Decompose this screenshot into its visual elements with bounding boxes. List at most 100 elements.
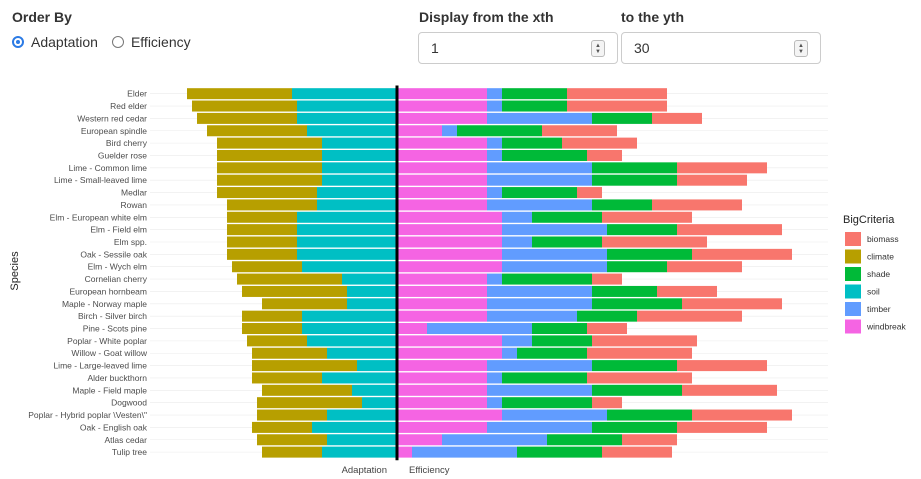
- bar-adaptation-climate: [227, 248, 297, 260]
- bar-efficiency-windbreak: [397, 335, 502, 347]
- species-label: Western red cedar: [77, 113, 147, 123]
- bar-efficiency-shade: [547, 434, 622, 446]
- bar-adaptation-soil: [327, 434, 397, 446]
- species-label: Lime - Small-leaved lime: [54, 175, 147, 185]
- bar-efficiency-timber: [487, 273, 502, 285]
- bar-adaptation-climate: [217, 187, 317, 199]
- bar-efficiency-shade: [592, 298, 682, 310]
- bar-efficiency-biomass: [587, 347, 692, 359]
- bar-efficiency-shade: [502, 372, 587, 384]
- legend-swatch-timber: [845, 302, 861, 316]
- bar-efficiency-biomass: [682, 384, 777, 396]
- radio-unchecked-icon[interactable]: [111, 36, 124, 48]
- bar-adaptation-climate: [257, 434, 327, 446]
- bar-efficiency-timber: [487, 360, 592, 372]
- species-label: Guelder rose: [98, 150, 147, 160]
- bar-efficiency-windbreak: [397, 88, 487, 100]
- bar-efficiency-shade: [532, 335, 592, 347]
- bar-efficiency-windbreak: [397, 298, 487, 310]
- bar-adaptation-soil: [297, 224, 397, 236]
- species-label: Willow - Goat willow: [71, 348, 147, 358]
- bar-adaptation-climate: [242, 285, 347, 297]
- bar-efficiency-shade: [592, 384, 682, 396]
- species-label: Bird cherry: [106, 138, 148, 148]
- bar-efficiency-windbreak: [397, 261, 502, 273]
- bar-efficiency-timber: [487, 310, 577, 322]
- bar-adaptation-soil: [297, 211, 397, 223]
- bar-efficiency-shade: [592, 360, 677, 372]
- bar-efficiency-windbreak: [397, 236, 502, 248]
- bar-efficiency-biomass: [667, 261, 742, 273]
- bar-adaptation-soil: [322, 137, 397, 149]
- bar-efficiency-biomass: [587, 323, 627, 335]
- bar-efficiency-timber: [487, 88, 502, 100]
- bar-efficiency-shade: [502, 100, 567, 112]
- radio-efficiency-label: Efficiency: [130, 34, 191, 50]
- radio-checked-icon[interactable]: [12, 36, 24, 48]
- bar-efficiency-windbreak: [397, 384, 487, 396]
- bar-efficiency-windbreak: [397, 137, 487, 149]
- legend-swatch-soil: [845, 284, 861, 299]
- to-spinner-icon[interactable]: ▲ ▼: [794, 40, 808, 57]
- bar-efficiency-windbreak: [397, 162, 487, 174]
- bar-adaptation-climate: [257, 397, 362, 409]
- bar-adaptation-soil: [297, 236, 397, 248]
- radio-adaptation[interactable]: Adaptation: [12, 34, 98, 50]
- bar-efficiency-timber: [487, 112, 592, 124]
- bar-adaptation-climate: [217, 174, 322, 186]
- legend-swatch-biomass: [845, 232, 861, 246]
- legend-swatch-shade: [845, 267, 861, 281]
- bar-efficiency-biomass: [677, 174, 747, 186]
- bar-efficiency-windbreak: [397, 360, 487, 372]
- bar-efficiency-biomass: [592, 397, 622, 409]
- from-input[interactable]: 1 ▲ ▼: [418, 32, 618, 64]
- bar-efficiency-windbreak: [397, 112, 487, 124]
- bar-efficiency-windbreak: [397, 434, 442, 446]
- x-label-efficiency: Efficiency: [409, 465, 450, 476]
- bar-adaptation-soil: [317, 187, 397, 199]
- bar-efficiency-shade: [592, 112, 652, 124]
- species-label: Elder: [127, 89, 147, 99]
- bar-adaptation-soil: [317, 199, 397, 211]
- bar-efficiency-biomass: [682, 298, 782, 310]
- bar-adaptation-soil: [302, 323, 397, 335]
- bar-adaptation-soil: [347, 298, 397, 310]
- bar-adaptation-soil: [297, 248, 397, 260]
- bars: [187, 88, 792, 458]
- from-label: Display from the xth: [419, 9, 554, 25]
- species-label: Birch - Silver birch: [78, 311, 147, 321]
- bar-efficiency-timber: [487, 421, 592, 433]
- bar-adaptation-soil: [327, 409, 397, 421]
- bar-efficiency-shade: [532, 211, 602, 223]
- bar-adaptation-climate: [227, 199, 317, 211]
- from-spinner-icon[interactable]: ▲ ▼: [591, 40, 605, 57]
- bar-efficiency-shade: [502, 187, 577, 199]
- species-label: Elm - Field elm: [90, 225, 147, 235]
- to-input-value: 30: [634, 40, 650, 56]
- bar-efficiency-windbreak: [397, 285, 487, 297]
- bar-efficiency-windbreak: [397, 310, 487, 322]
- bar-adaptation-climate: [207, 125, 307, 137]
- bar-efficiency-timber: [487, 137, 502, 149]
- to-input[interactable]: 30 ▲ ▼: [621, 32, 821, 64]
- bar-efficiency-timber: [502, 261, 607, 273]
- species-label: Rowan: [121, 200, 148, 210]
- bar-adaptation-soil: [347, 285, 397, 297]
- bar-efficiency-shade: [532, 236, 602, 248]
- bar-efficiency-biomass: [567, 88, 667, 100]
- radio-efficiency[interactable]: Efficiency: [111, 34, 191, 50]
- bar-efficiency-windbreak: [397, 421, 487, 433]
- bar-adaptation-climate: [237, 273, 342, 285]
- bar-efficiency-windbreak: [397, 273, 487, 285]
- bar-adaptation-soil: [342, 273, 397, 285]
- bar-efficiency-timber: [487, 384, 592, 396]
- bar-efficiency-timber: [502, 224, 607, 236]
- bar-adaptation-soil: [362, 397, 397, 409]
- bar-adaptation-climate: [262, 298, 347, 310]
- bar-efficiency-shade: [517, 347, 587, 359]
- bar-adaptation-soil: [322, 372, 397, 384]
- bar-efficiency-timber: [487, 187, 502, 199]
- bar-efficiency-shade: [592, 285, 657, 297]
- bar-efficiency-shade: [592, 162, 677, 174]
